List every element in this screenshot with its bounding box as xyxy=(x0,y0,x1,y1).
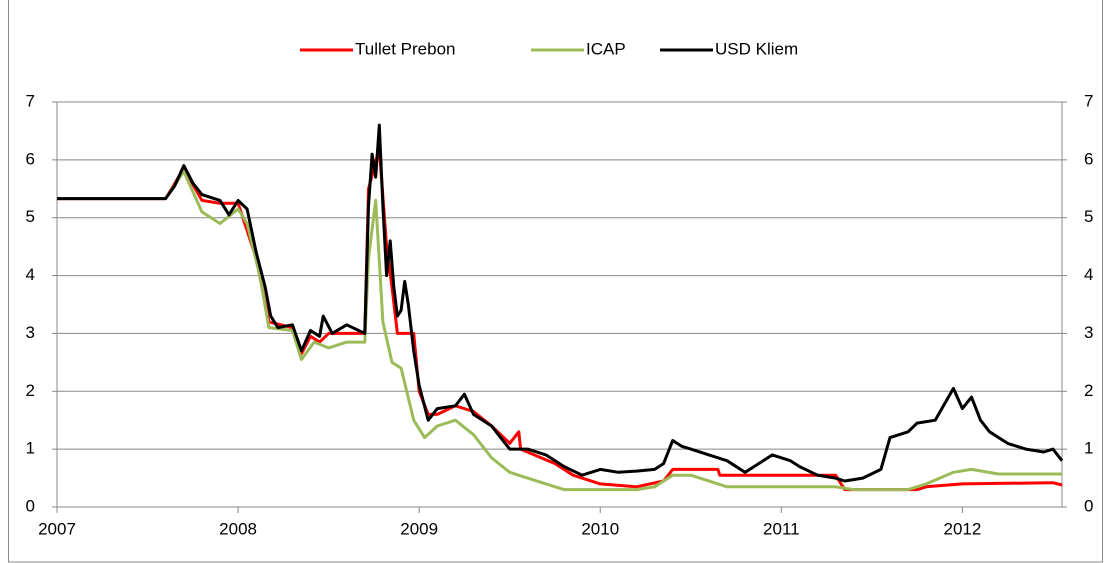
y2-tick-label: 0 xyxy=(1084,496,1093,515)
y2-tick-label: 2 xyxy=(1084,381,1093,400)
x-tick-label: 2012 xyxy=(943,519,981,538)
x-tick-label: 2007 xyxy=(38,519,76,538)
x-tick-label: 2009 xyxy=(400,519,438,538)
x-tick-label: 2008 xyxy=(219,519,257,538)
y2-tick-label: 7 xyxy=(1084,91,1093,110)
legend-label: USD Kliem xyxy=(715,39,798,58)
y2-tick-label: 1 xyxy=(1084,439,1093,458)
y-tick-label: 3 xyxy=(26,323,35,342)
y2-tick-label: 5 xyxy=(1084,207,1093,226)
legend-label: Tullet Prebon xyxy=(355,39,455,58)
x-tick-label: 2010 xyxy=(581,519,619,538)
legend-label: ICAP xyxy=(586,39,626,58)
y2-tick-label: 4 xyxy=(1084,265,1093,284)
series-line xyxy=(57,169,1062,492)
series-line xyxy=(57,123,1064,483)
y-tick-label: 2 xyxy=(26,381,35,400)
y-tick-label: 7 xyxy=(26,91,35,110)
x-tick-label: 2011 xyxy=(763,519,800,538)
y2-tick-label: 3 xyxy=(1084,323,1093,342)
y-tick-label: 5 xyxy=(26,207,35,226)
y-tick-label: 6 xyxy=(26,149,35,168)
y2-tick-label: 6 xyxy=(1084,149,1093,168)
chart-border xyxy=(8,0,1103,563)
y-tick-label: 0 xyxy=(26,496,35,515)
y-tick-label: 1 xyxy=(26,439,35,458)
y-tick-label: 4 xyxy=(26,265,35,284)
